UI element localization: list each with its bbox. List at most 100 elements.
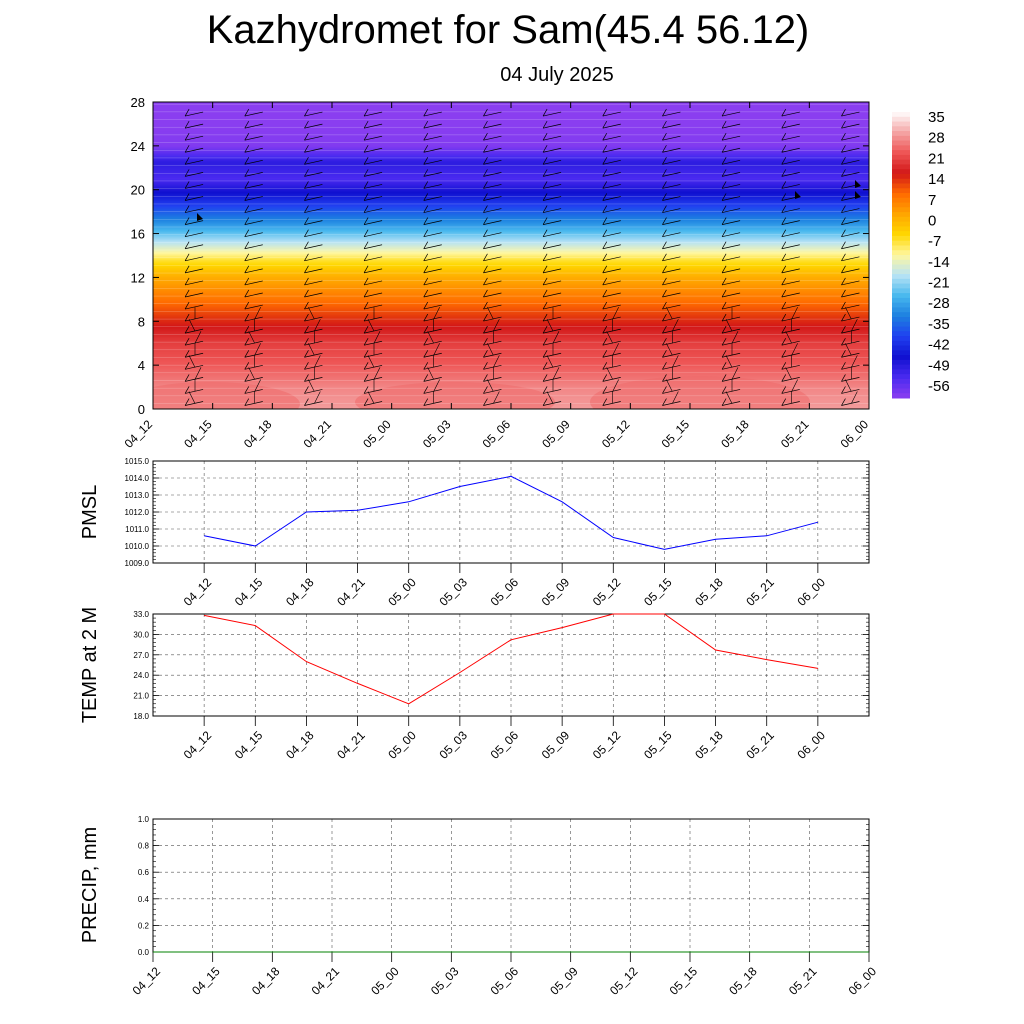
temperature-band [153, 180, 869, 183]
wind-barb-feather [841, 350, 846, 358]
wind-barb-feather [602, 193, 608, 201]
wind-barb-feather [184, 229, 190, 237]
colorbar-segment [892, 240, 910, 246]
wind-barb-feather [602, 289, 608, 298]
wind-barb-feather [841, 157, 846, 165]
colorbar-segment [892, 283, 910, 289]
wind-barb-staff [188, 391, 196, 404]
wind-barb [781, 111, 800, 117]
temperature-band [153, 195, 869, 198]
y-axis-label: PRECIP, mm [79, 827, 101, 943]
wind-barb-staff [546, 391, 554, 404]
wind-barb-feather [483, 374, 488, 382]
temperature-band [153, 166, 869, 169]
temperature-band [153, 192, 869, 195]
wind-barb-feather [602, 398, 608, 406]
temperature-band [153, 323, 869, 325]
x-tick-label: 04_18 [283, 575, 317, 609]
wind-barb-feather [483, 169, 488, 177]
wind-barb [662, 196, 681, 201]
wind-barb [423, 208, 442, 213]
wind-barb-feather [244, 253, 250, 261]
wind-barb-feather [423, 108, 429, 117]
wind-barb-feather [662, 386, 667, 394]
y-tick-label: 1013.0 [125, 491, 150, 500]
wind-barb-staff [546, 355, 554, 368]
wind-barb [781, 232, 800, 238]
wind-barb-feather [542, 205, 548, 213]
temperature-band [153, 348, 869, 351]
temperature-band [153, 123, 869, 126]
temperature-band [153, 306, 869, 309]
colorbar-segment [892, 178, 910, 184]
wind-barb-feather [662, 205, 667, 213]
wind-barb [602, 135, 621, 141]
temperature-band [153, 136, 869, 139]
colorbar-segment [892, 321, 910, 327]
temperature-band [153, 202, 869, 205]
wind-barb-feather [781, 120, 787, 129]
wind-barb [662, 172, 681, 177]
wind-barb [662, 147, 681, 153]
temperature-band [153, 170, 869, 173]
wind-barb [722, 135, 741, 141]
temperature-band [153, 131, 869, 133]
wind-barb-feather [423, 169, 429, 177]
wind-barb [722, 159, 741, 165]
wind-barb-feather [483, 386, 488, 394]
wind-barb-feather [423, 398, 429, 406]
temperature-band [153, 352, 869, 355]
wind-barb [543, 401, 562, 406]
wind-barb-feather [841, 120, 846, 129]
wind-barb-feather [184, 374, 190, 382]
temperature-band [153, 137, 869, 140]
wind-barb-feather [363, 350, 369, 358]
temperature-band [153, 319, 869, 322]
wind-barb-feather [721, 205, 727, 213]
wind-barb-feather [363, 229, 369, 237]
wind-barb-staff [851, 355, 858, 368]
wind-barb-staff [373, 367, 381, 380]
wind-barb [364, 316, 383, 322]
wind-barb-feather [363, 181, 369, 189]
temperature-band [153, 356, 869, 358]
temperature-band [153, 320, 869, 323]
wind-barb [244, 172, 263, 177]
wind-barb [662, 304, 681, 310]
temperature-band [153, 199, 869, 201]
wind-barb-feather [542, 133, 548, 141]
colorbar-segment [892, 336, 910, 342]
wind-barb-feather [662, 253, 667, 261]
wind-barb-feather [721, 313, 727, 322]
wind-barb [423, 328, 442, 334]
wind-barb [304, 147, 323, 153]
wind-barb [244, 184, 263, 189]
temperature-band [153, 299, 869, 301]
colorbar-segment [892, 207, 910, 213]
temperature-band [153, 336, 869, 339]
wind-barb [185, 232, 204, 238]
colorbar-segment [892, 288, 910, 294]
x-tick-label: 05_03 [436, 728, 470, 762]
wind-barb-feather [602, 157, 608, 165]
wind-barb-staff [845, 343, 852, 356]
wind-barb [185, 304, 204, 310]
wind-barb [602, 304, 621, 310]
wind-barb-feather [662, 301, 667, 310]
colorbar-segment [892, 388, 910, 394]
temperature-band [153, 115, 869, 118]
wind-barb-feather [781, 181, 787, 189]
wind-barb-feather [542, 145, 548, 153]
wind-barb-feather [423, 386, 429, 394]
wind-barb [841, 401, 860, 406]
temperature-band [153, 288, 869, 290]
wind-barb-feather [483, 277, 488, 286]
wind-barb-feather [184, 217, 190, 225]
wind-barb-staff [248, 367, 255, 380]
x-tick-label: 05_18 [692, 575, 726, 609]
temperature-band [153, 147, 869, 150]
wind-barb [364, 292, 383, 298]
wind-barb [722, 340, 741, 346]
wind-barb [185, 280, 204, 286]
wind-barb-feather [602, 362, 608, 370]
